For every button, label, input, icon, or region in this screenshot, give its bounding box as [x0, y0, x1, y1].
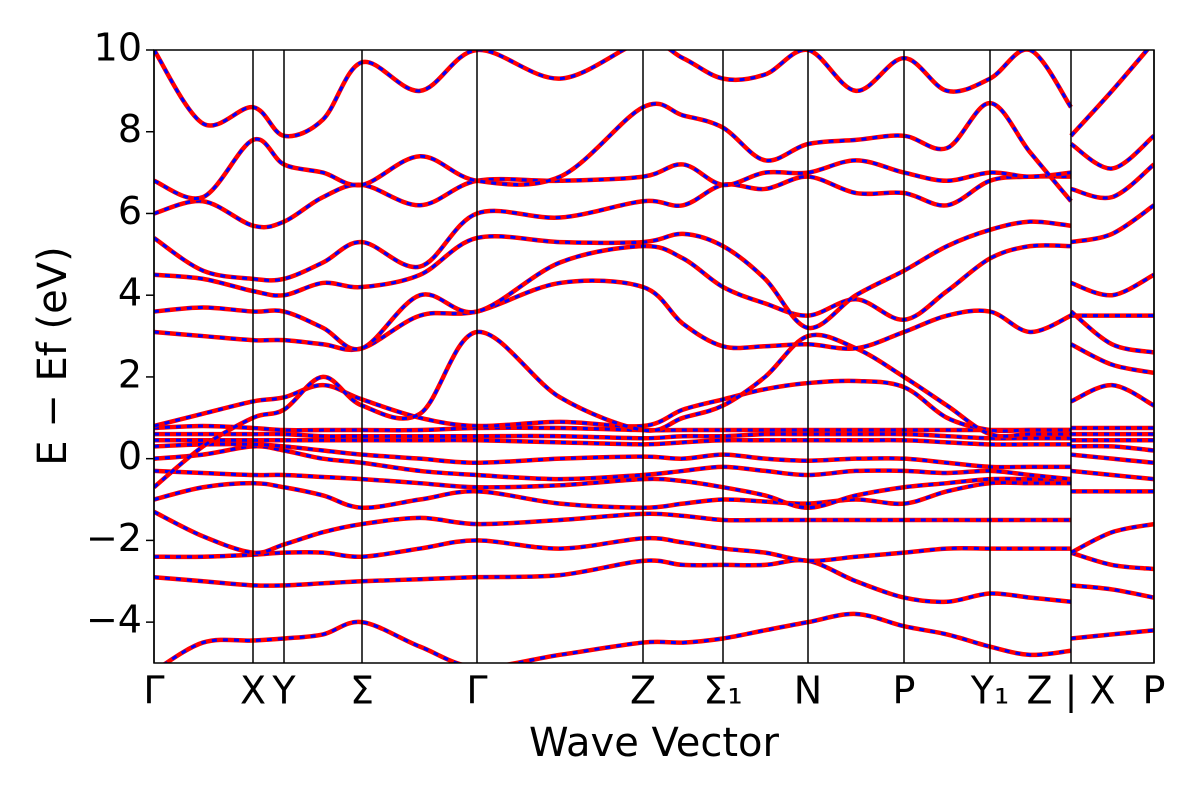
- band-dash: [154, 158, 1072, 229]
- band-line: [1070, 550, 1154, 572]
- x-axis-label: Wave Vector: [529, 720, 780, 766]
- band-line: [1070, 583, 1154, 600]
- overlay: −4 −2 0 2 4 6 8 10 Γ X Y Σ Γ Z Σ₁ N P Y₁ Z | X P: [86, 26, 1165, 714]
- y-tick-label: 0: [118, 434, 142, 478]
- bands: [154, 50, 1154, 663]
- band-line: [1070, 452, 1154, 465]
- y-tick-label: 6: [118, 189, 142, 233]
- band-dash: [154, 469, 1071, 510]
- band-line: [154, 174, 1072, 283]
- x-tick-label: Γ: [143, 669, 164, 713]
- band-dash: [154, 243, 1072, 351]
- x-tick-label: X: [240, 669, 266, 713]
- plot-frame: [153, 49, 1155, 664]
- band-dash: [154, 510, 1071, 555]
- band-dash: [1070, 342, 1154, 375]
- x-tick-label: Σ₁: [703, 669, 742, 713]
- x-tick-label: Γ: [466, 669, 487, 713]
- band-dash: [154, 220, 1072, 330]
- x-tick-label: Σ: [350, 669, 374, 713]
- band-line: [1069, 521, 1154, 555]
- x-tick-label: P: [1143, 669, 1166, 713]
- band-line: [154, 378, 1071, 434]
- band-dash: [154, 481, 1071, 510]
- band-dash: [154, 279, 1072, 352]
- band-line: [1070, 468, 1154, 482]
- band-dash: [163, 612, 1072, 663]
- band-dash: [1070, 522, 1154, 555]
- x-tick-label: Y₁: [970, 669, 1009, 713]
- band-dash: [154, 50, 1073, 138]
- band-line: [1070, 203, 1154, 245]
- band-line: [154, 441, 1071, 470]
- y-tick-label: 2: [118, 352, 142, 396]
- band-dash: [154, 442, 1071, 469]
- band-dash: [154, 558, 1072, 604]
- x-tick-label: Z | X: [1026, 669, 1115, 714]
- band-line: [154, 557, 1072, 605]
- band-dash: [154, 101, 1073, 203]
- x-tick-label: Y: [271, 669, 296, 713]
- band-dash: [154, 432, 1071, 440]
- band-dash: [1070, 383, 1154, 407]
- band-line: [154, 444, 1072, 482]
- x-tick-label: Z: [630, 669, 656, 713]
- band-dash: [154, 174, 1072, 282]
- band-dash: [1069, 50, 1150, 137]
- x-tick-label: P: [893, 669, 916, 713]
- band-line: [1069, 50, 1151, 138]
- band-line: [1070, 272, 1154, 298]
- band-line: [1070, 162, 1154, 201]
- x-tick-label: N: [794, 669, 822, 713]
- band-dash: [1070, 134, 1154, 171]
- band-dash: [154, 536, 1071, 563]
- band-line: [154, 431, 1071, 441]
- band-line: [1070, 628, 1154, 641]
- band-dash: [1070, 310, 1154, 354]
- y-tick-label: −4: [86, 598, 142, 642]
- band-line: [154, 437, 1071, 447]
- band-dash: [154, 330, 1071, 489]
- band-dash: [1070, 273, 1154, 297]
- band-line: [154, 100, 1073, 203]
- y-tick-label: 4: [118, 271, 142, 315]
- y-axis-label: E − Ef (eV): [30, 246, 76, 465]
- y-tick-label: −2: [86, 516, 142, 560]
- band-dash: [1070, 204, 1154, 244]
- y-tick-label: 10: [94, 26, 142, 70]
- band-line: [1070, 443, 1154, 453]
- band-line: [154, 509, 1071, 556]
- band-line: [154, 243, 1072, 352]
- band-dash: [154, 424, 1071, 432]
- band-dash: [154, 438, 1071, 447]
- y-tick-label: 8: [118, 107, 142, 151]
- band-line: [1069, 342, 1154, 376]
